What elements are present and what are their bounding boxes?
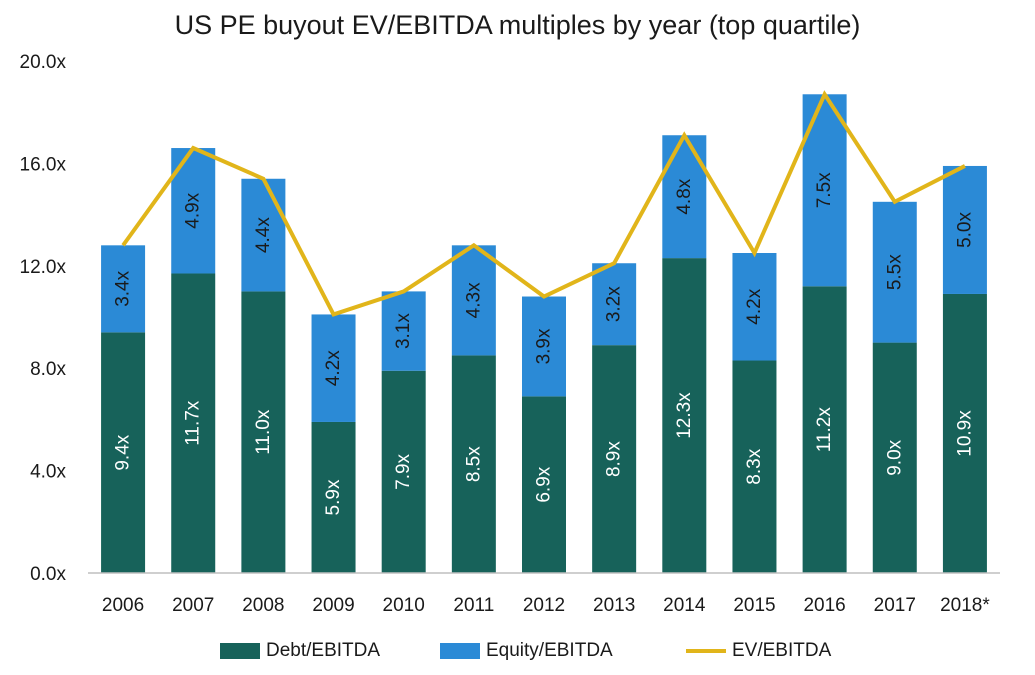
bar-debt	[802, 286, 847, 573]
data-label-equity: 5.0x	[954, 212, 975, 248]
y-tick-label: 8.0x	[30, 359, 66, 380]
bar-debt	[522, 396, 566, 573]
bar-equity	[311, 314, 356, 422]
legend-item-debt: Debt/EBITDA	[220, 636, 380, 666]
data-label-debt: 7.9x	[393, 453, 414, 489]
bar-equity	[872, 201, 917, 343]
data-label-debt: 5.9x	[323, 479, 344, 515]
data-label-equity: 4.9x	[183, 192, 204, 228]
bar-debt	[101, 332, 146, 573]
bar-debt	[732, 360, 777, 573]
data-label-debt: 11.0x	[253, 409, 274, 455]
bar-debt	[942, 293, 987, 573]
bar-debt	[311, 421, 356, 573]
x-tick-label: 2009	[312, 595, 354, 616]
bar-debt	[872, 342, 917, 573]
x-tick-label: 2011	[453, 595, 494, 616]
data-label-debt: 9.0x	[884, 439, 905, 475]
y-tick-label: 0.0x	[30, 564, 66, 585]
data-label-debt: 11.7x	[183, 400, 204, 446]
legend-swatch-ev	[686, 649, 726, 653]
data-label-equity: 4.4x	[253, 217, 274, 253]
x-tick-label: 2015	[733, 595, 775, 616]
legend-item-ev: EV/EBITDA	[686, 636, 831, 666]
data-label-equity: 3.2x	[604, 286, 625, 322]
x-tick-label: 2008	[242, 595, 284, 616]
bar-equity	[101, 245, 146, 333]
legend: Debt/EBITDA Equity/EBITDA EV/EBITDA	[0, 636, 1035, 666]
bar-equity	[592, 263, 637, 346]
data-label-debt: 12.3x	[674, 392, 695, 439]
legend-label-equity: Equity/EBITDA	[486, 640, 613, 661]
y-tick-label: 16.0x	[20, 154, 67, 175]
data-label-equity: 5.5x	[884, 254, 905, 290]
bar-equity	[381, 291, 426, 371]
x-tick-label: 2018*	[940, 595, 990, 616]
bar-equity	[522, 296, 566, 397]
legend-swatch-debt	[220, 643, 260, 659]
y-tick-label: 4.0x	[30, 462, 66, 483]
data-label-debt: 11.2x	[814, 407, 835, 453]
x-tick-label: 2016	[803, 595, 845, 616]
line-ev-ebitda	[121, 90, 966, 317]
data-label-equity: 4.3x	[463, 282, 484, 318]
bar-debt	[662, 258, 707, 573]
legend-label-debt: Debt/EBITDA	[266, 640, 381, 661]
data-label-debt: 10.9x	[954, 410, 975, 457]
data-label-equity: 3.9x	[534, 328, 555, 364]
x-tick-label: 2014	[663, 595, 706, 616]
y-tick-label: 12.0x	[20, 257, 67, 278]
data-label-debt: 6.9x	[534, 466, 555, 502]
y-tick-label: 20.0x	[20, 52, 67, 73]
data-label-debt: 8.3x	[744, 448, 765, 484]
data-label-equity: 4.8x	[674, 178, 695, 214]
legend-swatch-equity	[440, 643, 480, 659]
bar-debt	[381, 370, 426, 573]
legend-item-equity: Equity/EBITDA	[440, 636, 613, 666]
bar-equity	[732, 253, 777, 361]
x-tick-label: 2010	[383, 595, 425, 616]
data-label-equity: 4.2x	[744, 288, 765, 324]
bar-debt	[451, 355, 496, 573]
data-label-debt: 8.9x	[604, 441, 625, 477]
chart-plot: 0.0x 4.0x 8.0x 12.0x 16.0x 20.0x 9.4x 3.4x 2006 1…	[20, 52, 1000, 616]
data-label-equity: 3.1x	[393, 313, 414, 349]
bar-equity	[662, 135, 707, 259]
bar-debt	[171, 273, 216, 573]
x-tick-label: 2012	[523, 595, 565, 616]
data-label-equity: 7.5x	[814, 172, 835, 208]
chart-title: US PE buyout EV/EBITDA multiples by year…	[174, 10, 861, 40]
bar-equity	[942, 165, 987, 294]
data-label-equity: 3.4x	[113, 270, 134, 306]
x-tick-label: 2007	[172, 595, 214, 616]
x-tick-label: 2017	[874, 595, 916, 616]
data-label-debt: 9.4x	[113, 434, 134, 470]
data-label-equity: 4.2x	[323, 350, 344, 386]
x-tick-label: 2006	[102, 595, 144, 616]
x-tick-label: 2013	[593, 595, 635, 616]
data-label-debt: 8.5x	[463, 446, 484, 482]
bar-debt	[592, 345, 637, 573]
bar-equity	[241, 178, 286, 292]
legend-label-ev: EV/EBITDA	[732, 640, 832, 661]
bar-equity	[451, 245, 496, 356]
bar-debt	[241, 291, 286, 573]
